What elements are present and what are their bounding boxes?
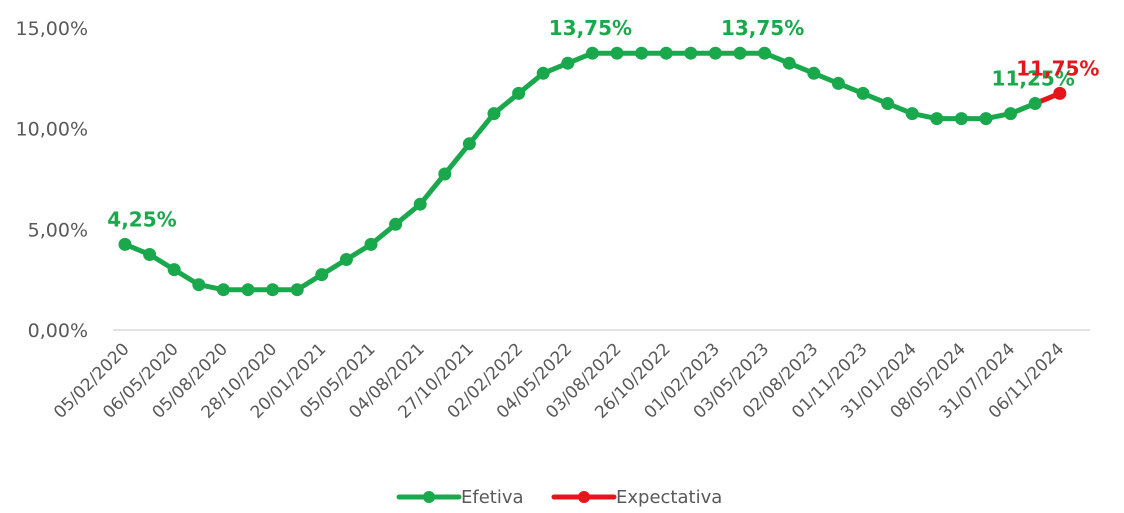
data-point-efetiva xyxy=(561,56,575,70)
data-point-efetiva xyxy=(807,66,821,80)
legend-marker-expectativa xyxy=(578,491,590,503)
data-point-efetiva xyxy=(438,167,452,181)
y-axis-ticks: 0,00% 5,00% 10,00% 15,00% xyxy=(16,18,88,342)
data-point-efetiva xyxy=(782,56,796,70)
legend-item-efetiva: Efetiva xyxy=(396,487,524,508)
data-point-efetiva xyxy=(266,283,280,297)
data-point-efetiva xyxy=(192,278,206,292)
series-layer xyxy=(118,46,1067,297)
data-point-efetiva xyxy=(143,248,157,261)
annotation-layer: 4,25% 13,75% 13,75% 11,25%11,75% xyxy=(107,16,1099,231)
data-point-efetiva xyxy=(905,107,919,121)
data-point-efetiva xyxy=(536,66,550,80)
data-point-expectativa xyxy=(1053,86,1067,100)
legend-label-efetiva: Efetiva xyxy=(461,487,524,508)
data-point-efetiva xyxy=(167,263,181,277)
data-point-efetiva xyxy=(635,46,649,60)
y-tick-label: 0,00% xyxy=(28,320,88,342)
data-point-efetiva xyxy=(659,46,673,60)
y-tick-label: 15,00% xyxy=(16,18,88,40)
data-label: 11,25% xyxy=(992,67,1075,91)
data-point-efetiva xyxy=(954,112,968,126)
data-point-efetiva xyxy=(708,46,722,60)
data-label: 13,75% xyxy=(549,16,632,40)
data-label: 11,75% xyxy=(1016,56,1099,80)
data-point-efetiva xyxy=(881,97,895,110)
legend-item-expectativa: Expectativa xyxy=(551,487,722,508)
data-point-efetiva xyxy=(585,46,599,60)
data-point-efetiva xyxy=(413,197,427,211)
data-point-efetiva xyxy=(118,237,132,251)
data-point-efetiva xyxy=(758,46,772,60)
data-point-efetiva xyxy=(364,237,378,251)
data-point-efetiva xyxy=(684,46,698,60)
legend-marker-efetiva xyxy=(423,491,435,503)
data-point-efetiva xyxy=(831,76,845,90)
legend-label-expectativa: Expectativa xyxy=(616,487,722,508)
data-point-efetiva xyxy=(315,268,329,282)
data-label: 4,25% xyxy=(107,207,176,231)
data-point-efetiva xyxy=(487,107,501,121)
data-point-efetiva xyxy=(610,46,624,60)
legend: Efetiva Expectativa xyxy=(396,487,722,508)
data-point-efetiva xyxy=(1004,107,1018,121)
data-point-efetiva xyxy=(290,283,304,297)
data-point-efetiva xyxy=(462,137,476,151)
data-label: 13,75% xyxy=(721,16,804,40)
series-line-efetiva xyxy=(122,50,1038,293)
data-point-efetiva xyxy=(733,46,747,60)
data-point-efetiva xyxy=(216,283,230,297)
data-point-efetiva xyxy=(1028,97,1042,110)
x-axis-ticks: 05/02/202006/05/202005/08/202028/10/2020… xyxy=(50,339,1068,422)
data-point-efetiva xyxy=(856,86,870,100)
data-point-efetiva xyxy=(512,86,526,100)
data-point-efetiva xyxy=(389,217,403,231)
data-point-efetiva xyxy=(241,283,255,297)
y-tick-label: 5,00% xyxy=(28,219,88,241)
y-tick-label: 10,00% xyxy=(16,119,88,141)
data-point-efetiva xyxy=(339,253,353,266)
data-point-efetiva xyxy=(930,112,944,126)
data-point-efetiva xyxy=(979,112,993,126)
